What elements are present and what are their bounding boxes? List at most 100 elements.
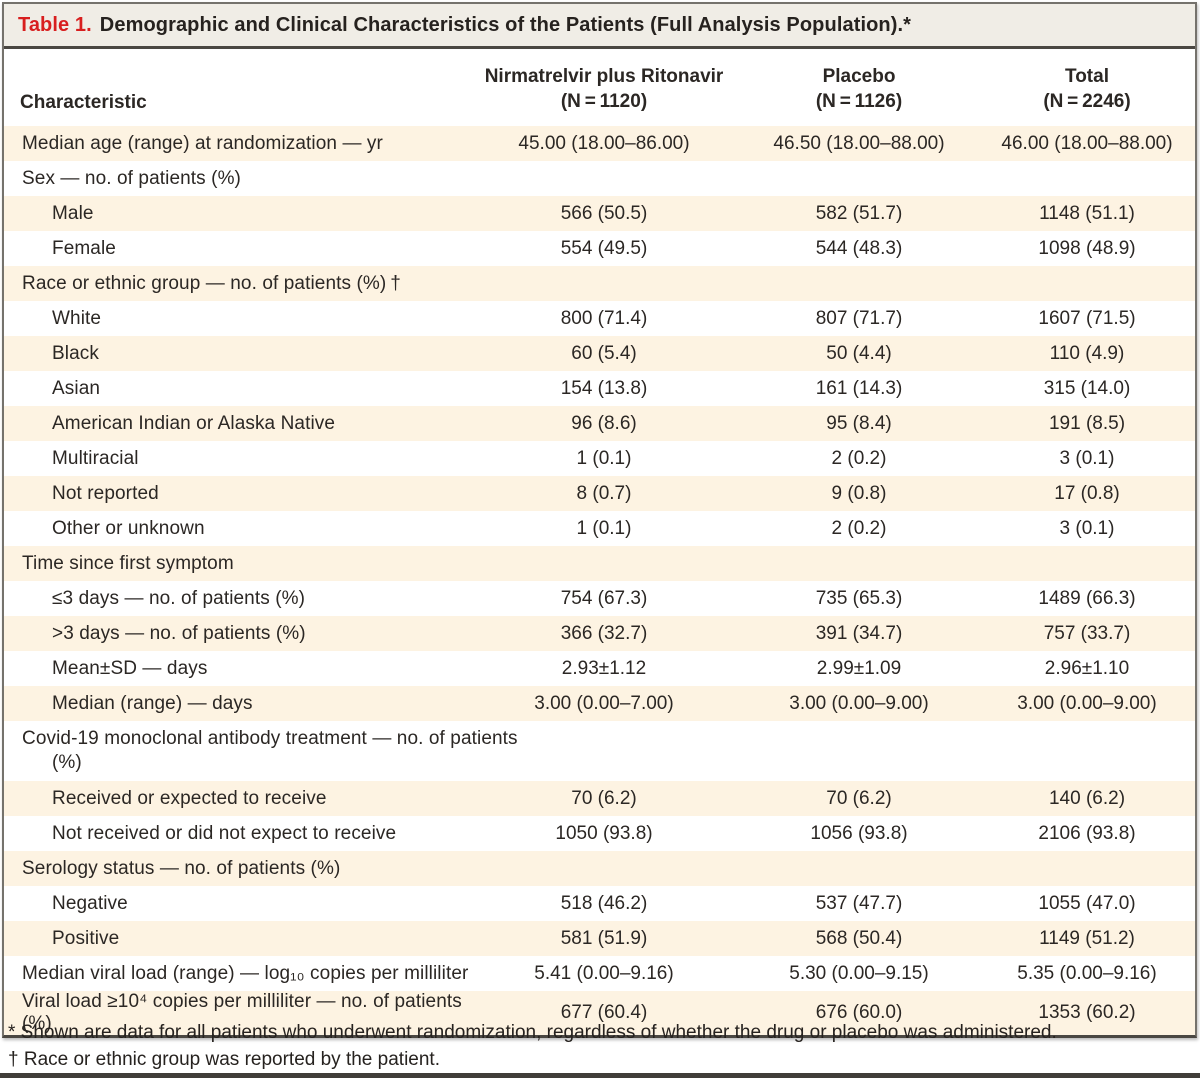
row-label: Time since first symptom [22,552,234,574]
cell-value: 95 (8.4) [826,412,892,434]
row-label: Other or unknown [52,517,205,539]
row-label: Female [52,237,116,259]
cell-value: 537 (47.7) [815,892,903,914]
row-label: >3 days — no. of patients (%) [52,622,306,644]
footnote-asterisk: * Shown are data for all patients who un… [8,1022,1057,1043]
table-section-row: Time since first symptom [4,546,1195,582]
table-row: Not reported 8 (0.7) 9 (0.8) 17 (0.8) [4,476,1195,512]
cell-value: 17 (0.8) [1054,482,1120,504]
column-header-total: Total (N = 2246) [979,65,1195,114]
row-label: Male [52,202,94,224]
cell-value: 60 (5.4) [571,342,637,364]
row-label: Mean±SD — days [52,657,208,679]
cell-value: 46.00 (18.00–88.00) [1001,132,1173,154]
cell-value: 5.41 (0.00–9.16) [534,962,674,984]
cell-value: 1 (0.1) [576,447,632,469]
cell-value: 70 (6.2) [571,787,637,809]
cell-value: 2.93±1.12 [561,657,647,679]
table-row: Mean±SD — days 2.93±1.12 2.99±1.09 2.96±1.1… [4,651,1195,687]
cell-value: 161 (14.3) [815,377,903,399]
page-bottom-rule [0,1073,1200,1078]
cell-value: 676 (60.0) [815,1002,903,1024]
table-row: Black 60 (5.4) 50 (4.4) 110 (4.9) [4,336,1195,372]
table-row: >3 days — no. of patients (%) 366 (32.7) 3… [4,616,1195,652]
cell-value: 757 (33.7) [1043,622,1131,644]
table-row: Multiracial 1 (0.1) 2 (0.2) 3 (0.1) [4,441,1195,477]
cell-value: 70 (6.2) [826,787,892,809]
cell-value: 582 (51.7) [815,202,903,224]
cell-value: 96 (8.6) [571,412,637,434]
row-label: Not reported [52,482,159,504]
cell-value: 1 (0.1) [576,517,632,539]
cell-value: 518 (46.2) [560,892,648,914]
cell-value: 1056 (93.8) [810,822,908,844]
column-header-nirmatrelvir-name: Nirmatrelvir plus Ritonavir [484,66,724,87]
column-header-row: Characteristic Nirmatrelvir plus Ritonav… [4,49,1195,127]
table-row: Viral load ≥10⁴ copies per milliliter — … [4,991,1195,1036]
row-label: Positive [52,927,120,949]
row-label: White [52,307,102,329]
cell-value: 1489 (66.3) [1038,587,1136,609]
cell-value: 2106 (93.8) [1038,822,1136,844]
column-header-placebo-name: Placebo [822,66,896,87]
column-header-total-name: Total [1065,66,1109,87]
cell-value: 2 (0.2) [831,447,887,469]
table-row: Median (range) — days 3.00 (0.00–7.00) 3.0… [4,686,1195,722]
row-label: ≤3 days — no. of patients (%) [52,587,306,609]
cell-value: 554 (49.5) [560,237,648,259]
cell-value: 1149 (51.2) [1039,927,1135,949]
column-header-placebo: Placebo (N = 1126) [739,65,979,114]
row-label: American Indian or Alaska Native [52,412,336,434]
cell-value: 50 (4.4) [826,342,892,364]
row-label: Asian [52,377,101,399]
footnote-dagger: † Race or ethnic group was reported by t… [8,1048,440,1070]
cell-value: 45.00 (18.00–86.00) [518,132,690,154]
cell-value: 140 (6.2) [1048,787,1126,809]
row-label: Received or expected to receive [52,787,327,809]
cell-value: 581 (51.9) [560,927,648,949]
table-body: Median age (range) at randomization — yr… [4,126,1195,1036]
cell-value: 1353 (60.2) [1038,1002,1136,1024]
cell-value: 5.35 (0.00–9.16) [1017,962,1157,984]
row-label: Median (range) — days [52,692,253,714]
cell-value: 110 (4.9) [1049,342,1125,364]
row-label: Serology status — no. of patients (%) [22,857,341,879]
column-header-placebo-n: (N = 1126) [815,90,903,112]
cell-value: 191 (8.5) [1048,412,1126,434]
table-row: Received or expected to receive 70 (6.2) 7… [4,781,1195,817]
cell-value: 1055 (47.0) [1038,892,1136,914]
cell-value: 566 (50.5) [560,202,648,224]
cell-value: 800 (71.4) [560,307,648,329]
table-row: Median viral load (range) — log₁₀ copies… [4,956,1195,992]
table-row: White 800 (71.4) 807 (71.7) 1607 (71.5) [4,301,1195,337]
cell-value: 1050 (93.8) [555,822,653,844]
cell-value: 754 (67.3) [560,587,648,609]
table-section-row: Sex — no. of patients (%) [4,161,1195,197]
cell-value: 3 (0.1) [1059,447,1115,469]
row-label: Sex — no. of patients (%) [22,167,241,189]
cell-value: 677 (60.4) [560,1002,648,1024]
table-row: Other or unknown 1 (0.1) 2 (0.2) 3 (0.1) [4,511,1195,547]
table-row: Male 566 (50.5) 582 (51.7) 1148 (51.1) [4,196,1195,232]
characteristic-column-header: Characteristic [20,92,147,114]
table-row: Median age (range) at randomization — yr… [4,126,1195,162]
table-section-row: Covid-19 monoclonal antibody treatment —… [4,721,1195,782]
column-header-nirmatrelvir-n: (N = 1120) [560,90,648,112]
cell-value: 544 (48.3) [815,237,903,259]
table-caption: Demographic and Clinical Characteristics… [99,14,912,36]
cell-value: 2.99±1.09 [816,657,902,679]
footnotes: * Shown are data for all patients who un… [8,1020,1190,1073]
column-header-total-n: (N = 2246) [1043,90,1131,112]
cell-value: 391 (34.7) [815,622,903,644]
cell-value: 3.00 (0.00–9.00) [789,692,929,714]
cell-value: 5.30 (0.00–9.15) [789,962,929,984]
cell-value: 366 (32.7) [560,622,648,644]
table-row: Female 554 (49.5) 544 (48.3) 1098 (48.9) [4,231,1195,267]
table1-container: Table 1. Demographic and Clinical Charact… [2,2,1197,1039]
table-title-bar: Table 1. Demographic and Clinical Charact… [4,4,1195,49]
row-label: Negative [52,892,128,914]
cell-value: 3.00 (0.00–9.00) [1017,692,1157,714]
row-label: Covid-19 monoclonal antibody treatment —… [22,727,518,774]
table-row: American Indian or Alaska Native 96 (8.6)… [4,406,1195,442]
table-row: Positive 581 (51.9) 568 (50.4) 1149 (51.2) [4,921,1195,957]
